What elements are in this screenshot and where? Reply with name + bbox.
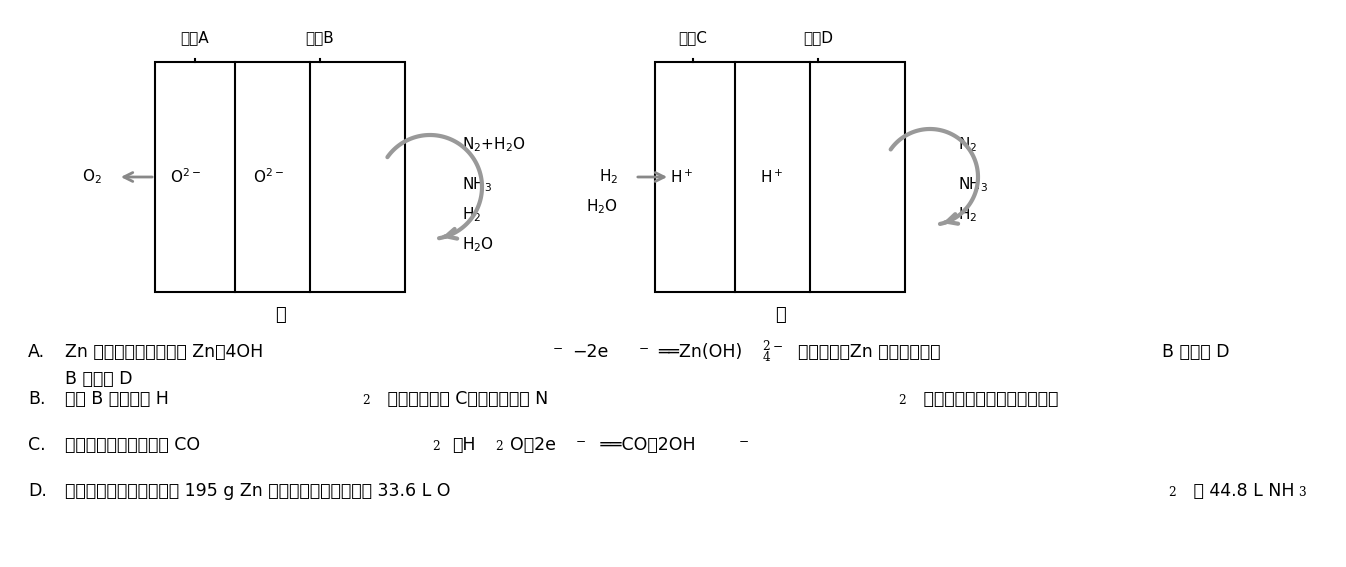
Text: H$_2$: H$_2$	[462, 206, 482, 225]
Text: 电极A: 电极A	[180, 30, 210, 45]
Text: $_2$: $_2$	[432, 436, 440, 454]
Text: $^{-}$: $^{-}$	[575, 436, 586, 454]
Text: H$_2$O: H$_2$O	[462, 236, 494, 255]
Text: D.: D.	[28, 482, 47, 500]
Bar	[656, 62, 905, 292]
Text: Zn 电极的电极反应式为 Zn＋4OH: Zn 电极的电极反应式为 Zn＋4OH	[65, 343, 264, 361]
Text: $_2$: $_2$	[495, 436, 503, 454]
Text: 电极 B 的副产物 H: 电极 B 的副产物 H	[65, 390, 168, 408]
Text: 乙: 乙	[775, 306, 785, 324]
Text: 甲: 甲	[275, 306, 285, 324]
Text: N$_2$: N$_2$	[958, 136, 977, 154]
Text: B 和电极 D: B 和电极 D	[1162, 343, 1229, 361]
Text: $_4^{2-}$: $_4^{2-}$	[762, 338, 783, 366]
Text: A.: A.	[28, 343, 46, 361]
Text: $_2$: $_2$	[898, 390, 907, 408]
Text: O$_2$: O$_2$	[82, 168, 102, 187]
Text: O$^{2-}$: O$^{2-}$	[253, 168, 284, 187]
Text: NH$_3$: NH$_3$	[462, 176, 493, 194]
Text: 和 44.8 L NH: 和 44.8 L NH	[1189, 482, 1295, 500]
Text: 可循环至电极 C，未反应完的 N: 可循环至电极 C，未反应完的 N	[382, 390, 548, 408]
Text: ══Zn(OH): ══Zn(OH)	[658, 343, 742, 361]
Text: ══CO＋2OH: ══CO＋2OH	[595, 436, 696, 454]
Text: $_2$: $_2$	[1168, 482, 1176, 500]
Text: 多孔碳的电极反应式为 CO: 多孔碳的电极反应式为 CO	[65, 436, 201, 454]
Text: H$^+$: H$^+$	[760, 168, 783, 185]
Text: $^{-}$: $^{-}$	[638, 343, 649, 361]
Text: H$^+$: H$^+$	[670, 168, 693, 185]
Text: N$_2$+H$_2$O: N$_2$+H$_2$O	[462, 136, 525, 154]
Text: B.: B.	[28, 390, 46, 408]
Text: $^{-}$: $^{-}$	[552, 343, 563, 361]
Text: 电极B: 电极B	[306, 30, 334, 45]
Text: O＋2e: O＋2e	[510, 436, 556, 454]
Text: H$_2$: H$_2$	[958, 206, 977, 225]
Text: $_3$: $_3$	[1298, 482, 1307, 500]
Text: $_2$: $_2$	[362, 390, 370, 408]
Text: C.: C.	[28, 436, 46, 454]
Text: 电极C: 电极C	[678, 30, 708, 45]
Text: ＋H: ＋H	[452, 436, 475, 454]
Text: H$_2$O: H$_2$O	[586, 198, 618, 217]
Text: H$_2$: H$_2$	[599, 168, 618, 187]
Text: 利用甲装置制氨时，消耗 195 g Zn 时，可生成标准状况下 33.6 L O: 利用甲装置制氨时，消耗 195 g Zn 时，可生成标准状况下 33.6 L O	[65, 482, 451, 500]
Text: ，制氨时，Zn 电极连接电极: ，制氨时，Zn 电极连接电极	[798, 343, 941, 361]
Text: 可循环使用，提高原料利用率: 可循环使用，提高原料利用率	[918, 390, 1058, 408]
Text: O$^{2-}$: O$^{2-}$	[170, 168, 201, 187]
Text: 电极D: 电极D	[804, 30, 833, 45]
Text: −2e: −2e	[572, 343, 608, 361]
Text: NH$_3$: NH$_3$	[958, 176, 988, 194]
Bar	[155, 62, 405, 292]
Text: $^{-}$: $^{-}$	[738, 436, 748, 454]
Text: B 和电极 D: B 和电极 D	[65, 370, 132, 388]
